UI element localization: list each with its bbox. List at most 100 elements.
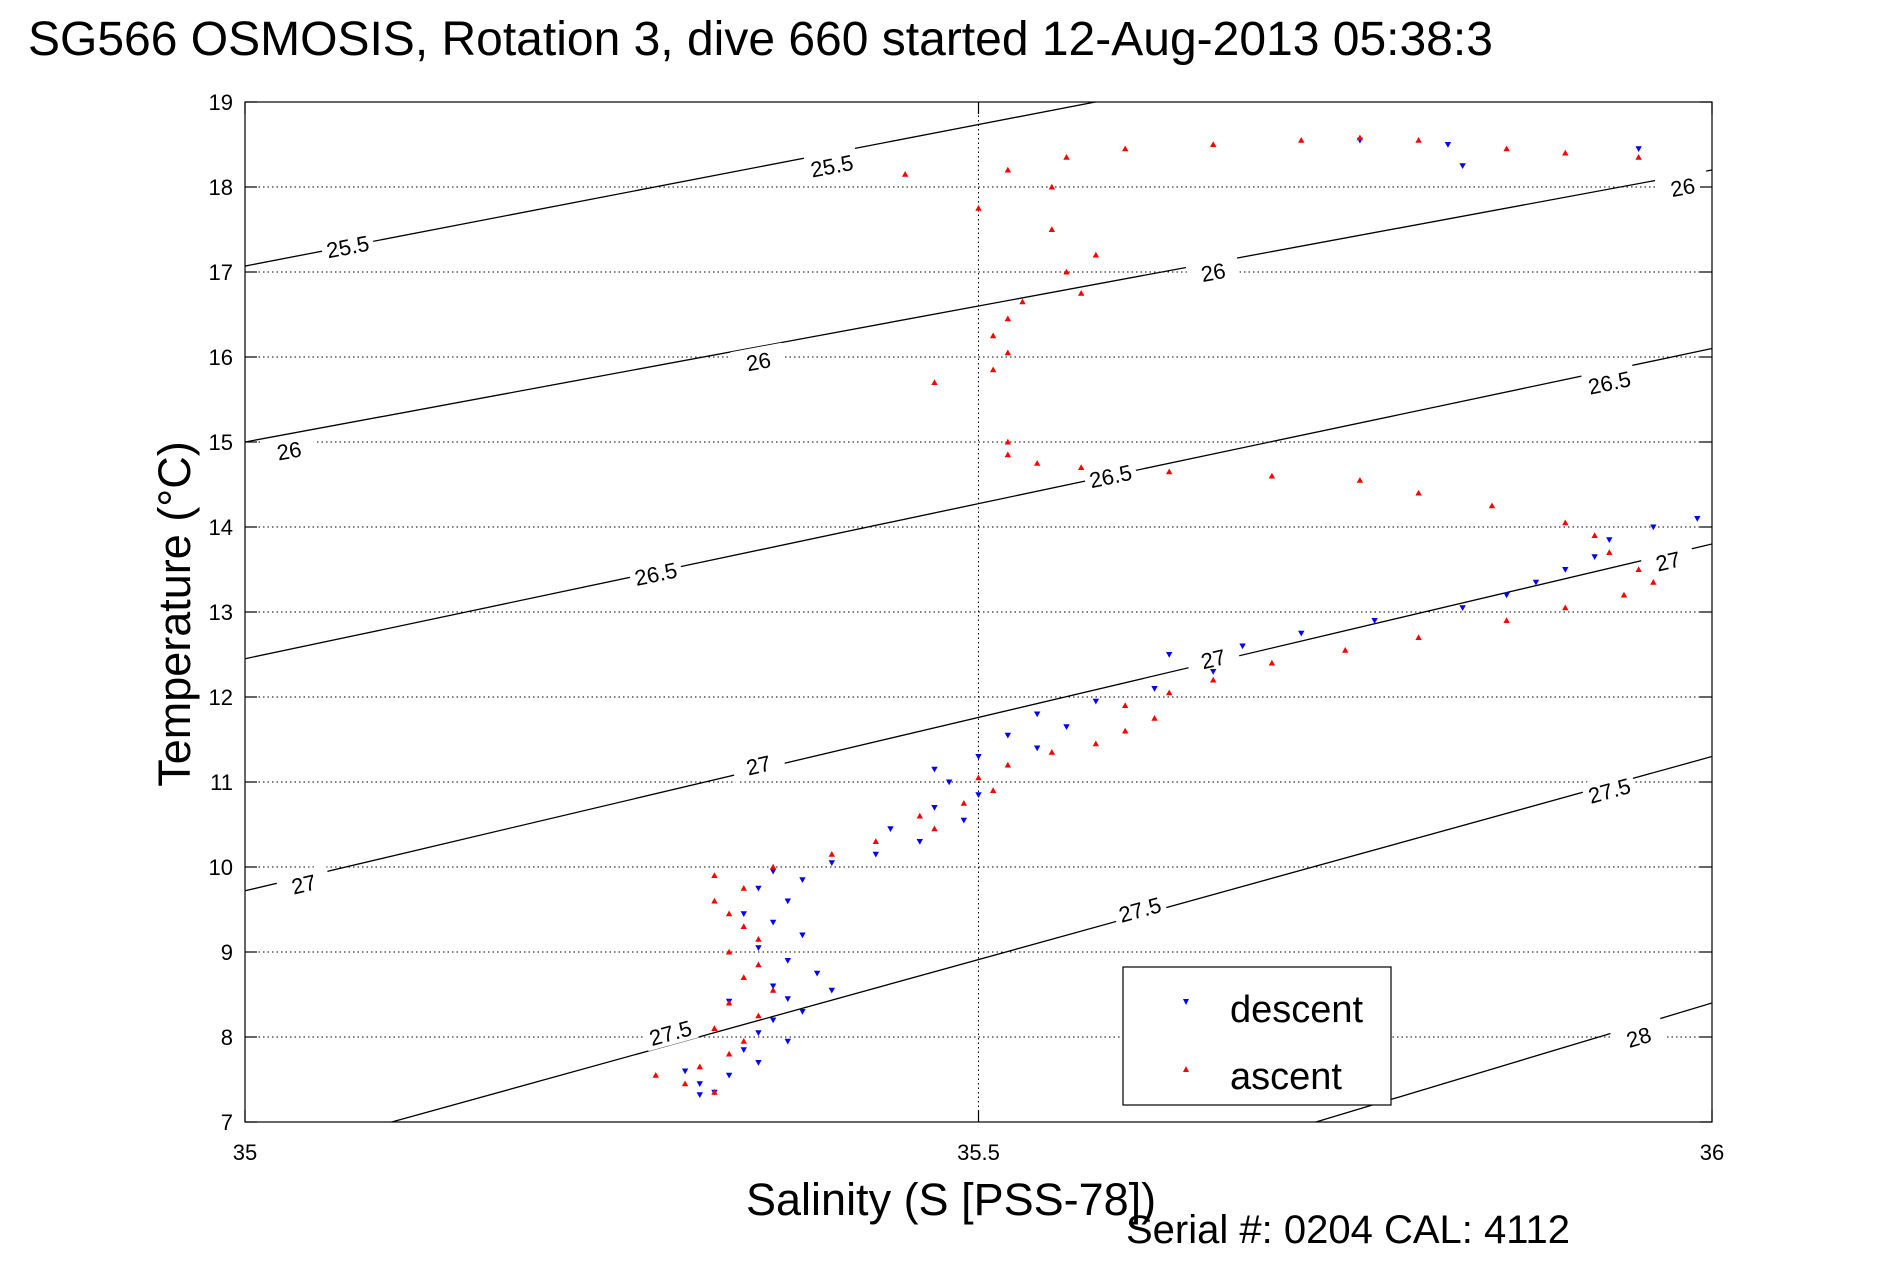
ascent-point xyxy=(755,961,762,968)
y-tick-label: 7 xyxy=(221,1110,233,1135)
ascent-point xyxy=(1004,349,1012,356)
y-tick-label: 18 xyxy=(209,175,233,200)
contour-label: 27 xyxy=(744,751,774,781)
descent-point xyxy=(755,885,762,892)
ascent-point xyxy=(696,1063,703,1070)
ascent-point xyxy=(755,936,762,942)
ascent-point xyxy=(1298,137,1305,143)
y-tick-label: 8 xyxy=(221,1025,233,1050)
contour-label-group: 27 xyxy=(275,864,332,902)
ascent-point xyxy=(960,800,968,806)
descent-point xyxy=(1444,141,1452,148)
descent-point xyxy=(1371,617,1378,624)
descent-point xyxy=(1841,439,1847,445)
descent-point xyxy=(1753,482,1759,488)
ascent-point xyxy=(1356,477,1364,483)
descent-point xyxy=(1151,685,1158,692)
density-contours: 25.525.52626262626.526.526.52727272727.5… xyxy=(245,102,1712,1122)
density-contour-27-5 xyxy=(391,755,1712,1122)
ascent-point xyxy=(1122,727,1129,734)
contour-label-bg xyxy=(1185,253,1241,289)
contour-label-group: 27 xyxy=(729,745,787,783)
contour-label-bg xyxy=(730,342,787,378)
contour-label: 26 xyxy=(744,347,773,376)
ascent-point xyxy=(916,812,924,819)
ascent-point xyxy=(989,366,997,373)
legend-label-ascent: ascent xyxy=(1230,1056,1342,1098)
descent-point xyxy=(755,1059,762,1066)
descent-point xyxy=(681,1068,689,1075)
descent-point xyxy=(1166,651,1173,658)
contour-label-bg xyxy=(1654,168,1711,204)
descent-point xyxy=(755,1030,762,1036)
descent-point xyxy=(1591,554,1598,560)
ascent-point xyxy=(1063,268,1070,275)
density-contour-26 xyxy=(245,169,1712,443)
x-tick-label: 35 xyxy=(233,1140,257,1165)
descent-point xyxy=(828,860,835,866)
descent-point xyxy=(975,753,982,760)
ascent-point xyxy=(1077,290,1085,296)
grid-lines xyxy=(245,102,1712,1122)
descent-point xyxy=(784,1038,791,1045)
descent-point xyxy=(1782,469,1788,475)
contour-label-bg xyxy=(641,1012,699,1052)
ascent-point xyxy=(725,999,733,1006)
legend: descent ascent xyxy=(1122,966,1392,1106)
ascent-point xyxy=(1063,154,1070,160)
ascent-point xyxy=(1562,519,1569,526)
ascent-point xyxy=(740,885,747,891)
ascent-point xyxy=(989,332,997,339)
contour-label-group: 26 xyxy=(1185,253,1241,289)
ascent-point xyxy=(652,1072,659,1078)
ascent-point xyxy=(1122,145,1129,152)
descent-series xyxy=(681,137,1862,1098)
descent-point xyxy=(1210,668,1217,675)
ascent-point xyxy=(1004,315,1012,322)
ascent-point xyxy=(1092,740,1100,747)
ascent-point xyxy=(931,825,938,832)
y-tick-label: 14 xyxy=(209,515,233,540)
descent-point xyxy=(740,911,747,917)
ascent-point xyxy=(1503,617,1510,624)
descent-point xyxy=(769,868,777,875)
descent-point xyxy=(1459,163,1466,169)
ascent-point xyxy=(711,1089,718,1095)
y-axis-label: Temperature (°C) xyxy=(149,441,200,787)
y-tick-label: 15 xyxy=(209,430,233,455)
contour-label: 27 xyxy=(289,870,319,900)
descent-point xyxy=(931,804,938,811)
x-tick-label: 35.5 xyxy=(957,1140,1000,1165)
descent-point xyxy=(784,996,791,1002)
descent-point xyxy=(784,898,791,905)
descent-point xyxy=(975,792,982,798)
legend-box xyxy=(1122,966,1392,1106)
y-tick-label: 10 xyxy=(209,855,233,880)
ascent-point xyxy=(1562,604,1569,611)
contour-label: 27 xyxy=(1653,547,1683,577)
descent-point xyxy=(725,1072,733,1079)
descent-point xyxy=(1092,698,1100,705)
ascent-point xyxy=(1620,591,1628,598)
contour-label-bg xyxy=(1184,639,1242,677)
contour-label-group: 27 xyxy=(1639,541,1697,579)
descent-point xyxy=(1856,422,1862,428)
contour-label-bg xyxy=(1580,770,1638,810)
y-tick-label: 9 xyxy=(221,940,233,965)
ascent-point xyxy=(755,1012,762,1019)
descent-point xyxy=(740,1047,747,1053)
ascent-point xyxy=(1342,647,1349,653)
contour-label-group: 25.5 xyxy=(803,147,860,183)
contour-label-bg xyxy=(319,227,376,264)
descent-point xyxy=(1694,515,1701,522)
descent-point xyxy=(1635,146,1642,152)
descent-point xyxy=(1562,566,1569,573)
contour-label-group: 26 xyxy=(260,431,317,468)
ascent-point xyxy=(740,974,747,981)
axis-ticks: 35 35.5 36 7 8 9 10 11 12 13 14 15 16 17 18 19 xyxy=(209,90,1725,1165)
contour-label: 26 xyxy=(1668,173,1697,202)
descent-point xyxy=(931,766,938,773)
ascent-point xyxy=(1019,298,1026,305)
